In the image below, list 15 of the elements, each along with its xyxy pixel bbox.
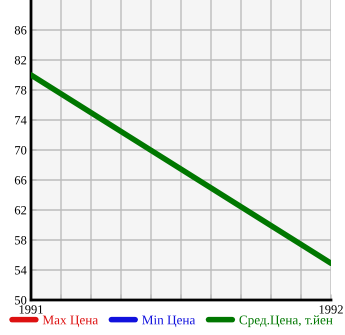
y-tick-label: 78 (15, 86, 26, 94)
y-tick-label: 86 (14, 26, 26, 34)
x-tick-label: 1992 (320, 305, 343, 314)
x-tick-label: 1991 (20, 305, 43, 314)
y-tick-label: 50 (15, 296, 26, 304)
legend-label: Max Цена (42, 316, 98, 328)
legend-label: Min Цена (142, 316, 196, 328)
y-tick-label: 82 (14, 56, 26, 64)
legend-label: Сред.Цена, т.йен (239, 315, 333, 328)
y-tick-label: 74 (15, 116, 27, 124)
y-tick-label: 58 (15, 236, 26, 244)
y-tick-label: 62 (14, 206, 26, 214)
y-tick-label: 54 (15, 266, 27, 274)
y-tick-label: 70 (15, 146, 26, 154)
y-tick-label: 66 (14, 176, 26, 184)
